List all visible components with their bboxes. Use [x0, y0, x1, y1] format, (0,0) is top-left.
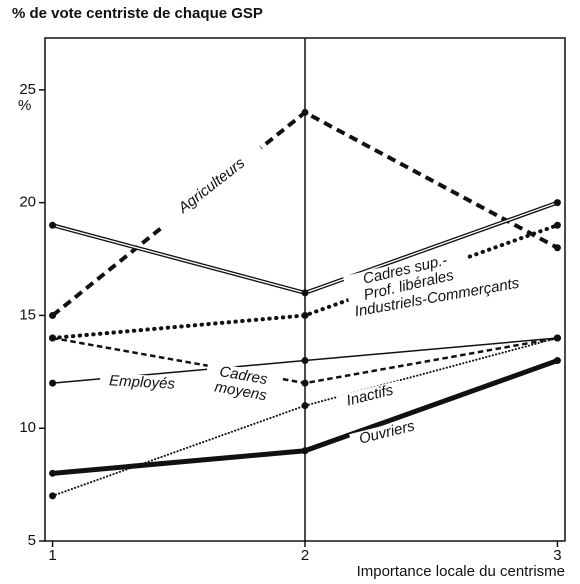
point: [49, 492, 57, 500]
point: [301, 402, 309, 410]
point: [301, 379, 309, 387]
x-axis-label: Importance locale du centrisme: [357, 563, 565, 580]
x-tick-label: 2: [301, 547, 309, 564]
point: [49, 469, 57, 477]
y-tick-label: 25: [19, 81, 36, 98]
point: [49, 311, 57, 319]
x-tick-label: 3: [553, 547, 561, 564]
x-tick-label: 1: [48, 547, 56, 564]
point: [301, 289, 309, 297]
point: [49, 334, 57, 342]
chart-title: % de vote centriste de chaque GSP: [12, 5, 263, 22]
y-tick-label: 10: [19, 419, 36, 436]
point: [49, 379, 57, 387]
y-tick-label: 5: [28, 532, 36, 549]
y-unit: %: [18, 97, 31, 114]
point: [553, 221, 561, 229]
point: [553, 199, 561, 207]
point: [301, 311, 309, 319]
point: [301, 447, 309, 455]
point: [553, 357, 561, 365]
point: [301, 357, 309, 365]
point: [301, 108, 309, 116]
y-tick-label: 15: [19, 306, 36, 323]
point: [49, 221, 57, 229]
y-tick-label: 20: [19, 194, 36, 211]
point: [553, 334, 561, 342]
point: [553, 244, 561, 252]
